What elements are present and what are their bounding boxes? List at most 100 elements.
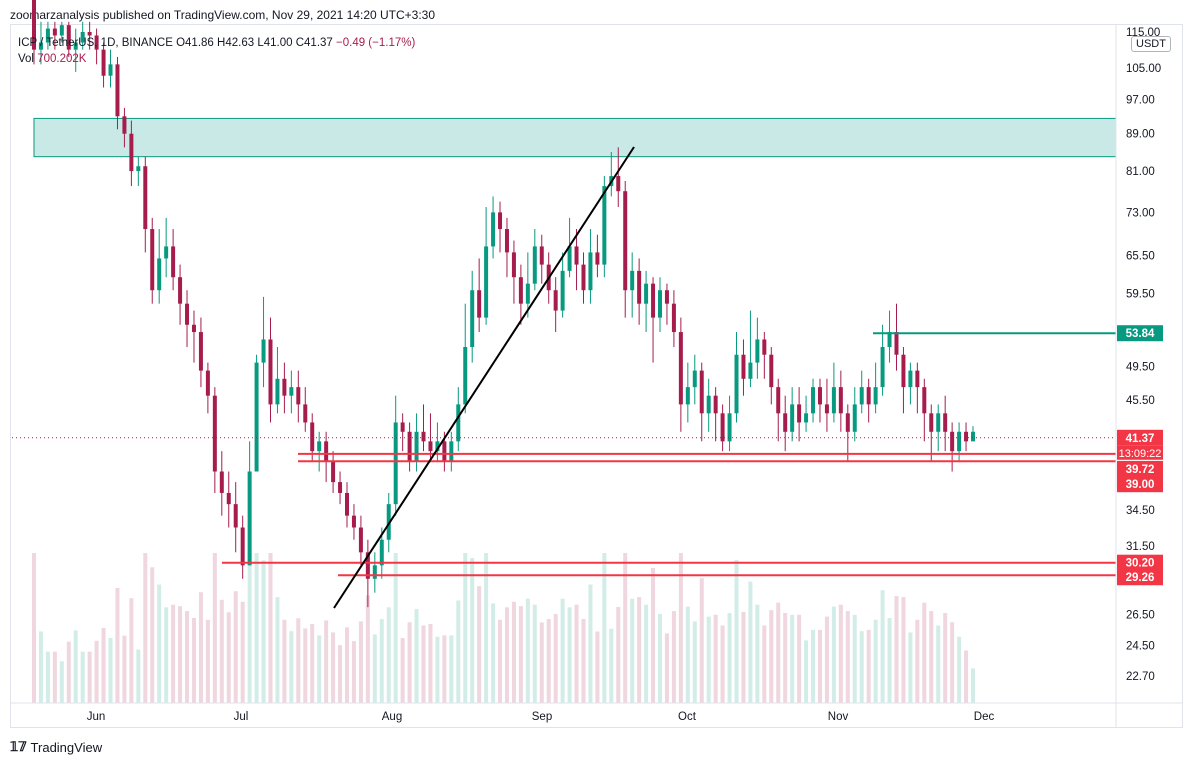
volume-bar: [372, 634, 377, 703]
candle-body: [532, 246, 537, 284]
price-tick-label: 45.50: [1126, 395, 1155, 407]
candle-body: [38, 42, 43, 50]
volume-layer: [32, 553, 975, 703]
candle-body: [59, 25, 64, 36]
volume-bar: [845, 611, 850, 703]
volume-bar: [852, 614, 857, 703]
time-tick-label: Nov: [828, 711, 849, 723]
volume-bar: [908, 632, 913, 703]
volume-bar: [254, 553, 259, 703]
volume-bar: [720, 625, 725, 703]
volume-bar: [595, 631, 600, 703]
candle-body: [115, 64, 120, 117]
candle-body: [560, 270, 565, 311]
volume-bar: [776, 602, 781, 703]
candle-body: [637, 270, 642, 304]
candle-body: [623, 191, 628, 291]
volume-bar: [532, 604, 537, 703]
time-axis: Jun Jul Aug Sep Oct Nov Dec: [87, 711, 995, 723]
candle-body: [407, 431, 412, 462]
volume-bar: [498, 619, 503, 703]
candle-body: [94, 35, 99, 50]
volume-bar: [393, 553, 398, 703]
level-label-bg: [1117, 554, 1163, 571]
volume-bar: [762, 625, 767, 703]
candle-body: [386, 504, 391, 540]
candle-body: [101, 49, 106, 76]
volume-bar: [838, 604, 843, 703]
chart-frame[interactable]: [10, 24, 1183, 728]
level-label: 39.72: [1126, 464, 1155, 476]
volume-bar: [150, 567, 155, 703]
candle-body: [247, 471, 252, 566]
volume-bar: [386, 607, 391, 703]
volume-bar: [317, 635, 322, 703]
volume-bar: [504, 607, 509, 703]
volume-bar: [817, 629, 822, 703]
volume-bar: [957, 636, 962, 703]
price-tick-label: 59.50: [1126, 289, 1155, 301]
candle-body: [303, 404, 308, 423]
candle-body: [727, 413, 732, 442]
volume-bar: [783, 613, 788, 703]
volume-bar: [588, 584, 593, 703]
volume-bar: [171, 604, 176, 703]
candle-body: [157, 258, 162, 291]
volume-bar: [449, 635, 454, 703]
candle-body: [491, 212, 496, 247]
volume-bar: [525, 598, 530, 703]
candle-body: [268, 339, 273, 405]
candle-body: [525, 283, 530, 304]
volume-label: Vol: [18, 53, 34, 65]
price-tick-label: 97.00: [1126, 95, 1155, 107]
candle-body: [831, 387, 836, 414]
candle-body: [261, 339, 266, 363]
candle-body: [379, 539, 384, 566]
publisher-line: zoomarzanalysis published on TradingView…: [10, 8, 436, 22]
candle-body: [331, 461, 336, 483]
level-layer: 53.84 41.37 13:09:22 39.72 39.00 30.20 29.26: [12, 325, 1163, 586]
volume-bar: [379, 619, 384, 703]
candle-body: [539, 246, 544, 265]
volume-bar: [553, 613, 558, 703]
volume-bar: [539, 622, 544, 703]
volume-bar: [491, 603, 496, 703]
candle-body: [880, 347, 885, 388]
price-tick-label: 31.50: [1126, 541, 1155, 553]
volume-bar: [602, 553, 607, 703]
candle-body: [205, 370, 210, 396]
time-tick-label: Aug: [382, 711, 402, 723]
candle-body: [713, 395, 718, 414]
level-label-bg: [1117, 325, 1163, 342]
candle-body: [581, 264, 586, 291]
candle-body: [971, 431, 975, 442]
candle-body: [171, 246, 176, 278]
change-value: −0.49 (−1.17%): [336, 37, 416, 49]
candle-body: [87, 32, 92, 36]
candle-body: [129, 133, 134, 172]
candle-body: [651, 283, 656, 318]
price-tick-label: 49.50: [1126, 362, 1155, 374]
time-tick-label: Jul: [234, 711, 249, 723]
volume-bar: [901, 597, 906, 703]
currency-button[interactable]: USDT: [1131, 36, 1171, 52]
volume-bar: [887, 618, 892, 703]
symbol-label[interactable]: ICP / TetherUS, 1D, BINANCE: [18, 37, 173, 49]
candle-body: [456, 404, 461, 442]
candle-body: [477, 290, 482, 318]
volume-bar: [115, 588, 120, 703]
current-price-label-bg: [1117, 429, 1163, 446]
zone-layer: [33, 117, 1117, 158]
volume-bar: [936, 625, 941, 703]
volume-bar: [421, 625, 426, 703]
candle-body: [776, 387, 781, 414]
level-label: 30.20: [1126, 558, 1155, 570]
candle-body: [470, 290, 475, 348]
candle-body: [150, 229, 155, 291]
volume-bar: [296, 618, 301, 703]
candle-body: [922, 387, 927, 414]
candle-body: [345, 492, 349, 516]
volume-bar: [706, 616, 711, 703]
candle-body: [574, 246, 579, 265]
